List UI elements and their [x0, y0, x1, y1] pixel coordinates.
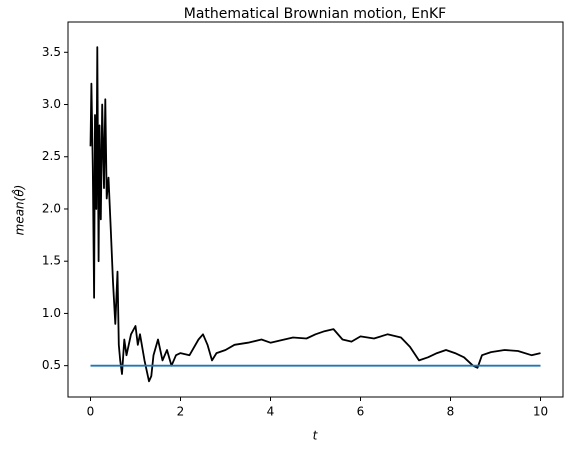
x-tick-label: 2: [177, 405, 185, 419]
y-tick-label: 1.5: [42, 254, 61, 268]
chart-title: Mathematical Brownian motion, EnKF: [184, 6, 446, 22]
y-tick-label: 3.5: [42, 45, 61, 59]
y-axis-label: mean(θ̂): [10, 185, 26, 236]
data-line: [89, 46, 541, 383]
x-tick-label: 10: [533, 405, 548, 419]
y-tick-label: 0.5: [42, 358, 61, 372]
y-tick-label: 2.5: [42, 149, 61, 163]
x-tick-label: 4: [267, 405, 275, 419]
y-tick-label: 3.0: [42, 97, 61, 111]
x-axis-label: t: [313, 429, 319, 443]
plot-frame: [67, 21, 564, 398]
x-tick-label: 8: [447, 405, 455, 419]
y-tick-label: 1.0: [42, 306, 61, 320]
x-tick-label: 0: [87, 405, 95, 419]
x-tick-label: 6: [357, 405, 365, 419]
y-tick-label: 2.0: [42, 201, 61, 215]
